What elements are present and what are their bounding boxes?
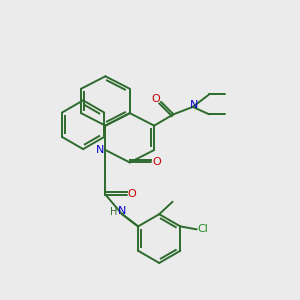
Text: N: N: [118, 206, 127, 216]
Text: O: O: [128, 189, 136, 199]
Text: N: N: [190, 100, 199, 110]
Text: O: O: [152, 158, 161, 167]
Text: N: N: [96, 145, 104, 155]
Text: H: H: [110, 206, 117, 217]
Text: Cl: Cl: [198, 224, 208, 234]
Text: O: O: [151, 94, 160, 104]
